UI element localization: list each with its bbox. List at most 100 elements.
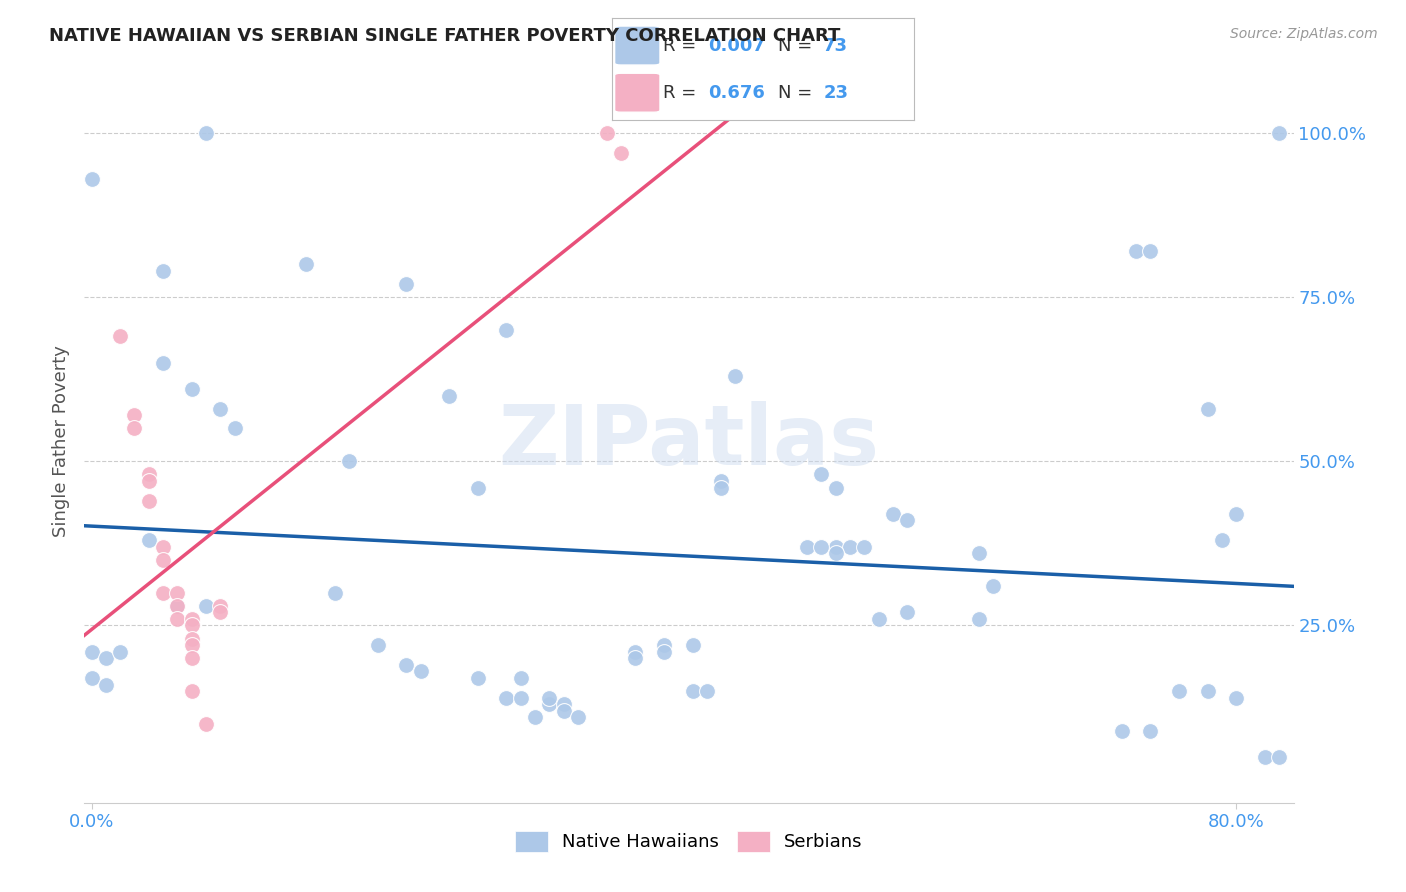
Point [882,507,904,521]
Point [467,481,489,495]
Point [152,585,174,599]
Point [538,690,561,705]
Point [810,540,832,554]
Point [138,467,160,482]
Point [94,651,117,665]
Point [80,671,103,685]
Point [1225,507,1247,521]
Point [337,454,360,468]
Point [439,388,461,402]
Point [652,638,675,652]
Point [1125,244,1147,258]
Point [538,698,561,712]
Point [495,690,517,705]
Point [710,474,733,488]
Point [967,612,990,626]
Text: ZIPatlas: ZIPatlas [499,401,879,482]
Point [524,710,547,724]
Point [94,677,117,691]
Text: 0.676: 0.676 [709,84,765,102]
Text: 0.007: 0.007 [709,37,765,54]
Point [108,645,131,659]
Point [152,356,174,370]
Point [209,401,232,416]
Point [166,585,188,599]
FancyBboxPatch shape [614,26,659,65]
Point [824,481,846,495]
Point [896,513,918,527]
Point [80,171,103,186]
Point [967,546,990,560]
Point [409,665,432,679]
Point [1225,690,1247,705]
Text: Source: ZipAtlas.com: Source: ZipAtlas.com [1230,27,1378,41]
Point [796,540,818,554]
Point [124,409,146,423]
Point [152,540,174,554]
Point [367,638,389,652]
Text: R =: R = [664,84,702,102]
Point [467,671,489,685]
Point [1139,244,1161,258]
Text: N =: N = [778,37,818,54]
Point [138,493,160,508]
Point [166,599,188,613]
Point [1111,723,1133,738]
Point [152,553,174,567]
Point [166,599,188,613]
Point [495,323,517,337]
Point [567,710,589,724]
Point [395,657,418,672]
Point [295,257,318,271]
Point [395,277,418,291]
Point [682,684,704,698]
Point [180,651,202,665]
Point [209,599,232,613]
Legend: Native Hawaiians, Serbians: Native Hawaiians, Serbians [508,823,870,859]
Text: 23: 23 [824,84,848,102]
Point [710,481,733,495]
Point [152,264,174,278]
Point [138,533,160,547]
Point [610,145,633,160]
Point [180,638,202,652]
Point [853,540,876,554]
Point [824,546,846,560]
Point [1168,684,1191,698]
Point [896,605,918,619]
Point [195,126,218,140]
Point [1197,401,1219,416]
Point [124,421,146,435]
Point [195,599,218,613]
Point [810,467,832,482]
Point [624,645,647,659]
Point [1197,684,1219,698]
Text: 73: 73 [824,37,848,54]
Point [138,474,160,488]
Text: R =: R = [664,37,702,54]
Point [696,684,718,698]
Point [224,421,246,435]
Point [80,645,103,659]
Point [981,579,1004,593]
Point [553,698,575,712]
Y-axis label: Single Father Poverty: Single Father Poverty [52,345,70,538]
Point [195,717,218,731]
Point [180,612,202,626]
Point [724,368,747,383]
Point [323,585,346,599]
Point [166,612,188,626]
Point [509,671,531,685]
Point [868,612,890,626]
Point [209,605,232,619]
Point [180,632,202,646]
Point [652,645,675,659]
Text: N =: N = [778,84,818,102]
Point [1268,749,1291,764]
Point [1139,723,1161,738]
Point [1254,749,1277,764]
Point [1268,126,1291,140]
Point [509,690,531,705]
Point [624,651,647,665]
Text: NATIVE HAWAIIAN VS SERBIAN SINGLE FATHER POVERTY CORRELATION CHART: NATIVE HAWAIIAN VS SERBIAN SINGLE FATHER… [49,27,841,45]
